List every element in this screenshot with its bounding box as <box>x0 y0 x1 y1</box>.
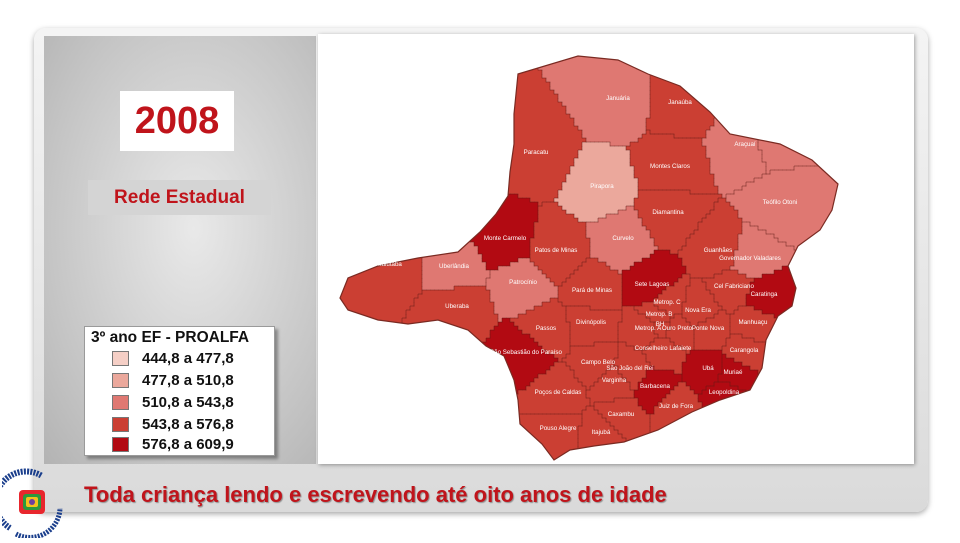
slogan: Toda criança lendo e escrevendo até oito… <box>84 482 667 507</box>
year-label: 2008 <box>120 91 234 151</box>
region-label: Governador Valadares <box>719 255 781 262</box>
region-label: Varginha <box>602 377 627 384</box>
legend-label: 477,8 a 510,8 <box>142 371 234 389</box>
region-label: Paracatu <box>524 149 549 156</box>
region-label: Metrop. A <box>635 325 662 332</box>
map-legend: 3º ano EF - PROALFA 444,8 a 477,8 477,8 … <box>84 326 275 456</box>
plan-logo <box>0 468 64 540</box>
region-label: Diamantina <box>652 209 684 216</box>
region-label: Araçuaí <box>734 141 756 148</box>
region-label: Ponte Nova <box>692 325 725 332</box>
region-label: Juiz de Fora <box>659 403 694 410</box>
legend-swatch <box>112 436 129 452</box>
region-label: Passos <box>536 325 556 332</box>
region-label: Poços de Caldas <box>535 389 582 396</box>
region-label: Patrocínio <box>509 279 537 286</box>
region-label: Ituiutaba <box>378 261 402 268</box>
legend-item: 576,8 a 609,9 <box>112 435 234 453</box>
legend-swatch <box>112 394 129 410</box>
region-label: Montes Claros <box>650 163 690 170</box>
region-label: Patos de Minas <box>535 247 578 254</box>
legend-swatch <box>112 416 129 432</box>
plan-logo-icon <box>0 468 63 540</box>
region-label: Guanhães <box>704 247 733 254</box>
region-label: Pouso Alegre <box>540 425 577 432</box>
region-label: Almenara <box>757 133 784 140</box>
state-outline <box>339 55 839 461</box>
region-label: Metrop. C <box>653 299 681 306</box>
legend-label: 576,8 a 609,9 <box>142 435 234 453</box>
legend-item: 510,8 a 543,8 <box>112 393 234 411</box>
region-label: Uberlândia <box>439 263 469 270</box>
region-label: Monte Carmelo <box>484 235 527 242</box>
region-label: Carangola <box>730 347 759 354</box>
region-label: Nova Era <box>685 307 711 314</box>
region-label: Caratinga <box>751 291 778 298</box>
region-label: Itajubá <box>592 429 611 436</box>
region-label: São João del Rei <box>606 365 653 372</box>
region-label: Januária <box>606 95 630 102</box>
legend-item: 477,8 a 510,8 <box>112 371 234 389</box>
region-label: Conselheiro Lafaiete <box>635 345 692 352</box>
region-label: Ouro Preto <box>662 325 693 332</box>
region-label: Curvelo <box>612 235 634 242</box>
network-label: Rede Estadual <box>88 180 271 215</box>
region-label: São Sebastião do Paraíso <box>490 349 562 356</box>
region-label: Pirapora <box>590 183 614 190</box>
region-label: BH <box>656 321 665 328</box>
region-label: Uberaba <box>445 303 469 310</box>
region-label: Metrop. B <box>646 311 673 318</box>
region-label: Muriaé <box>724 369 743 376</box>
region-label: Barbacena <box>640 383 670 390</box>
legend-label: 444,8 a 477,8 <box>142 349 234 367</box>
region-label: Leopoldina <box>709 389 740 396</box>
legend-item: 444,8 a 477,8 <box>112 349 234 367</box>
legend-swatch <box>112 372 129 388</box>
region-label: Campo Belo <box>581 359 616 366</box>
legend-title: 3º ano EF - PROALFA <box>91 329 250 346</box>
region-label: Ubá <box>702 365 714 372</box>
legend-item: 543,8 a 576,8 <box>112 415 234 433</box>
region-label: Teófilo Otoni <box>763 199 797 206</box>
legend-swatch <box>112 350 129 366</box>
map-panel: Januária Janaúba Almenara Araçuaí Paracatu Mo… <box>318 34 914 464</box>
region-label: Manhuaçu <box>739 319 768 326</box>
region-label: Pará de Minas <box>572 287 612 294</box>
region-label: Sete Lagoas <box>635 281 670 288</box>
region-label: Cel Fabriciano <box>714 283 754 290</box>
legend-label: 543,8 a 576,8 <box>142 415 234 433</box>
region-label: Janaúba <box>668 99 692 106</box>
region-label: Caxambu <box>608 411 635 418</box>
legend-label: 510,8 a 543,8 <box>142 393 234 411</box>
region-label: Divinópolis <box>576 319 606 326</box>
